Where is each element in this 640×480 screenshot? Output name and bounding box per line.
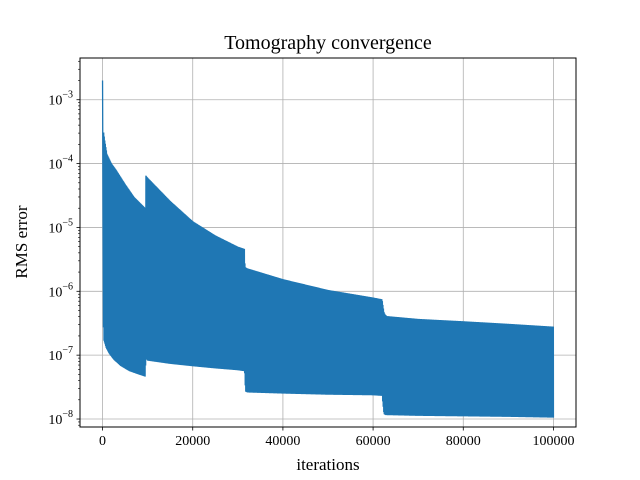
x-tick-label: 60000 (356, 434, 391, 449)
y-tick-label: 10−7 (48, 345, 73, 364)
y-tick-label: 10−4 (48, 154, 73, 173)
y-tick-label: 10−8 (48, 409, 73, 428)
ticks: 0 20000 40000 60000 80000 100000 10−8 10−7 10−6 1… (48, 60, 574, 449)
y-tick-label: 10−3 (48, 90, 73, 109)
plot-data (101, 80, 555, 418)
y-axis-label: RMS error (12, 205, 31, 279)
chart-title: Tomography convergence (224, 32, 432, 54)
x-tick-label: 20000 (175, 434, 210, 449)
x-axis-label: iterations (296, 455, 359, 474)
y-tick-label: 10−6 (48, 281, 73, 300)
x-tick-label: 0 (99, 434, 106, 449)
series-line (101, 80, 555, 418)
x-tick-label: 40000 (265, 434, 300, 449)
axes-frame (79, 57, 577, 428)
x-tick-label: 80000 (446, 434, 481, 449)
x-tick-label: 100000 (532, 434, 574, 449)
y-tick-label: 10−5 (48, 217, 73, 236)
